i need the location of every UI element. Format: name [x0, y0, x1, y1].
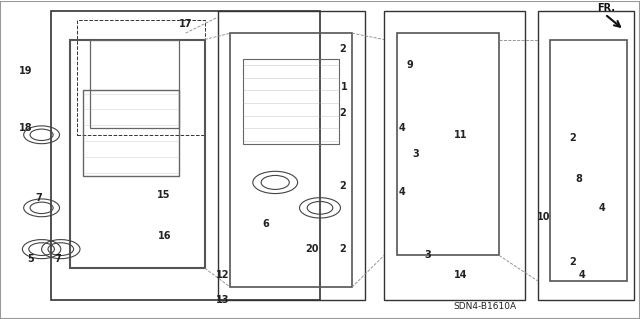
Bar — [51, 11, 320, 300]
Text: 12: 12 — [216, 270, 230, 279]
Text: 3: 3 — [424, 250, 431, 261]
Text: 16: 16 — [158, 231, 172, 241]
Bar — [550, 40, 627, 281]
Text: 4: 4 — [579, 270, 586, 279]
Text: SDN4-B1610A: SDN4-B1610A — [454, 302, 516, 311]
Bar — [230, 33, 352, 287]
Text: 14: 14 — [454, 270, 468, 279]
Text: 8: 8 — [576, 174, 582, 184]
Text: 9: 9 — [406, 60, 413, 70]
Text: 7: 7 — [54, 254, 61, 264]
Text: 4: 4 — [399, 123, 405, 133]
Text: 4: 4 — [399, 187, 405, 197]
Bar — [218, 11, 365, 300]
Bar — [397, 33, 499, 256]
Bar — [384, 11, 525, 300]
Text: 13: 13 — [216, 295, 230, 305]
Text: 2: 2 — [339, 108, 346, 118]
Text: 17: 17 — [179, 19, 193, 29]
Text: 18: 18 — [19, 123, 33, 133]
Bar — [77, 20, 205, 135]
Text: 6: 6 — [262, 219, 269, 229]
Bar — [83, 90, 179, 176]
Bar — [243, 59, 339, 144]
Text: 2: 2 — [570, 257, 576, 267]
Text: 2: 2 — [339, 244, 346, 254]
Text: 2: 2 — [339, 44, 346, 54]
Text: 20: 20 — [305, 244, 319, 254]
Text: 10: 10 — [537, 212, 551, 222]
Text: 11: 11 — [454, 130, 468, 140]
Text: 7: 7 — [35, 193, 42, 203]
Text: 2: 2 — [570, 133, 576, 143]
Bar — [538, 11, 634, 300]
Text: 2: 2 — [339, 181, 346, 191]
Text: 19: 19 — [19, 66, 33, 76]
Bar — [70, 40, 205, 268]
Text: 15: 15 — [156, 190, 170, 200]
Text: 5: 5 — [28, 254, 34, 264]
Text: FR.: FR. — [597, 3, 615, 12]
Text: 3: 3 — [413, 149, 419, 159]
Text: 4: 4 — [598, 203, 605, 213]
Text: 1: 1 — [341, 82, 348, 92]
Bar — [90, 40, 179, 129]
